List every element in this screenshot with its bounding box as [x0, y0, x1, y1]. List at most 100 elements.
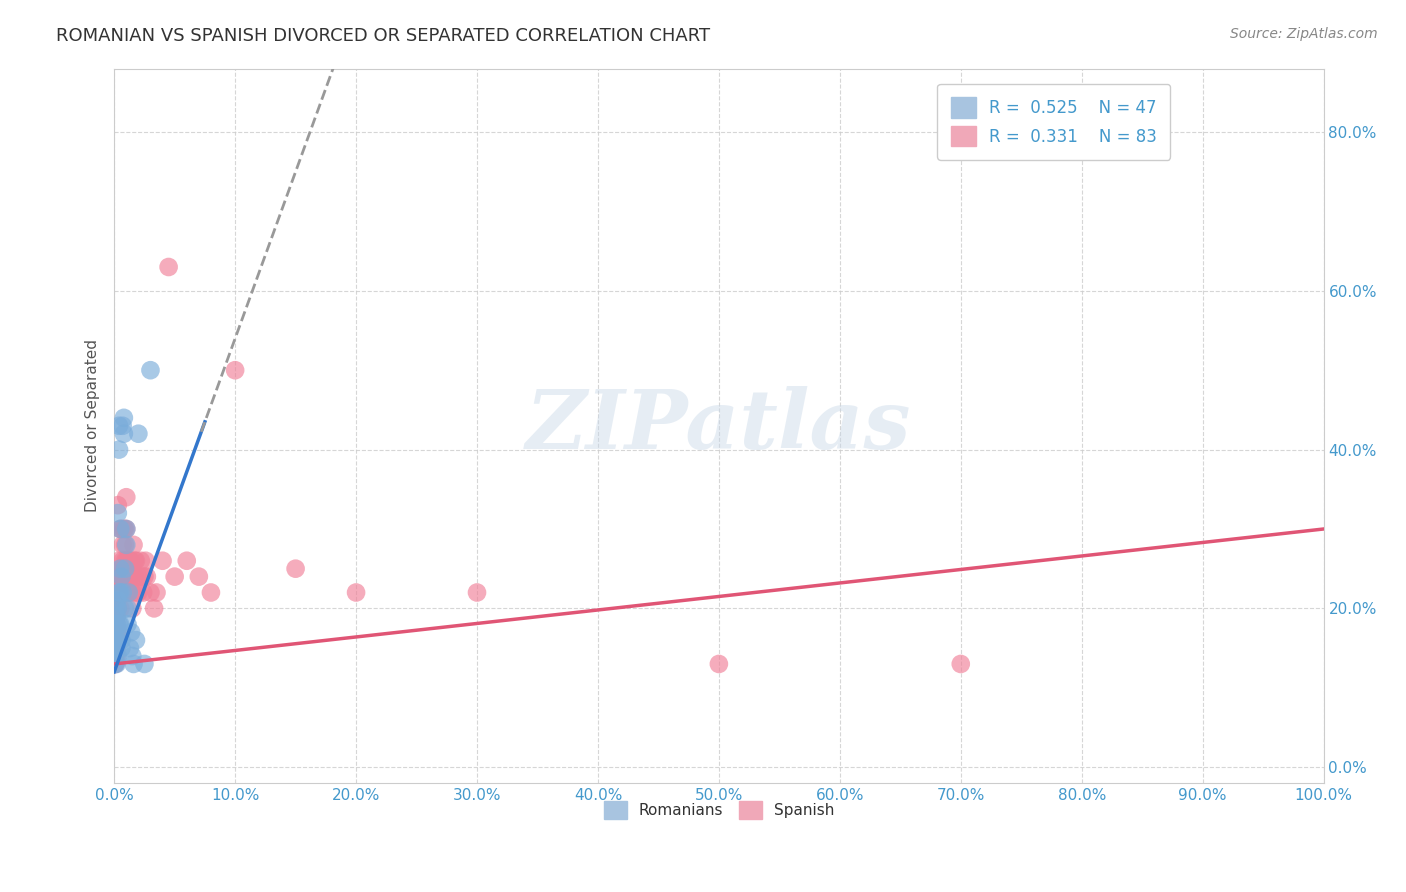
Point [121, 601, 143, 615]
Point [110, 569, 132, 583]
Point [112, 562, 135, 576]
Point [104, 641, 127, 656]
Point [120, 562, 142, 576]
Point [120, 554, 142, 568]
Point [127, 585, 149, 599]
Point [200, 585, 222, 599]
Point [121, 585, 143, 599]
Text: ROMANIAN VS SPANISH DIVORCED OR SEPARATED CORRELATION CHART: ROMANIAN VS SPANISH DIVORCED OR SEPARATE… [56, 27, 710, 45]
Point [176, 554, 198, 568]
Point [111, 538, 134, 552]
Point [112, 426, 135, 441]
Point [107, 569, 129, 583]
Point [104, 657, 127, 671]
Point [104, 648, 127, 663]
Point [121, 648, 143, 663]
Point [112, 522, 135, 536]
Point [111, 585, 134, 599]
Point [108, 418, 131, 433]
Point [124, 569, 146, 583]
Point [187, 569, 209, 583]
Point [104, 648, 127, 663]
Point [122, 538, 145, 552]
Point [114, 554, 136, 568]
Point [104, 617, 127, 632]
Point [118, 562, 141, 576]
Point [115, 554, 138, 568]
Point [110, 585, 132, 599]
Point [107, 633, 129, 648]
Point [110, 585, 132, 599]
Point [110, 617, 132, 632]
Point [145, 585, 167, 599]
Point [152, 554, 174, 568]
Point [105, 593, 128, 607]
Point [127, 569, 149, 583]
Point [105, 625, 128, 640]
Point [125, 554, 148, 568]
Point [104, 657, 127, 671]
Point [707, 657, 730, 671]
Point [114, 522, 136, 536]
Point [127, 426, 149, 441]
Point [110, 522, 132, 536]
Point [104, 633, 127, 648]
Point [110, 562, 132, 576]
Point [111, 418, 134, 433]
Point [344, 585, 367, 599]
Point [108, 625, 131, 640]
Point [105, 648, 128, 663]
Point [107, 506, 129, 520]
Point [139, 585, 162, 599]
Point [117, 554, 139, 568]
Point [107, 601, 129, 615]
Point [118, 641, 141, 656]
Point [465, 585, 488, 599]
Point [135, 569, 157, 583]
Point [132, 585, 155, 599]
Point [110, 585, 132, 599]
Point [122, 657, 145, 671]
Point [120, 625, 142, 640]
Point [110, 522, 132, 536]
Point [117, 617, 139, 632]
Point [143, 601, 166, 615]
Point [105, 601, 128, 615]
Point [120, 569, 142, 583]
Point [105, 617, 128, 632]
Point [105, 609, 128, 624]
Y-axis label: Divorced or Separated: Divorced or Separated [86, 339, 100, 512]
Point [163, 569, 186, 583]
Point [108, 554, 131, 568]
Point [111, 585, 134, 599]
Point [118, 585, 141, 599]
Point [284, 562, 307, 576]
Point [105, 657, 128, 671]
Point [107, 601, 129, 615]
Point [118, 554, 141, 568]
Point [107, 585, 129, 599]
Point [105, 617, 128, 632]
Point [115, 522, 138, 536]
Point [107, 648, 129, 663]
Point [105, 601, 128, 615]
Point [118, 585, 141, 599]
Point [112, 410, 135, 425]
Point [110, 569, 132, 583]
Point [117, 585, 139, 599]
Point [108, 442, 131, 457]
Point [135, 554, 157, 568]
Point [115, 490, 138, 504]
Point [117, 601, 139, 615]
Point [111, 554, 134, 568]
Point [127, 585, 149, 599]
Point [157, 260, 180, 274]
Point [105, 609, 128, 624]
Point [107, 601, 129, 615]
Text: ZIPatlas: ZIPatlas [526, 385, 911, 466]
Point [107, 498, 129, 512]
Point [110, 633, 132, 648]
Point [124, 554, 146, 568]
Point [108, 585, 131, 599]
Point [134, 657, 156, 671]
